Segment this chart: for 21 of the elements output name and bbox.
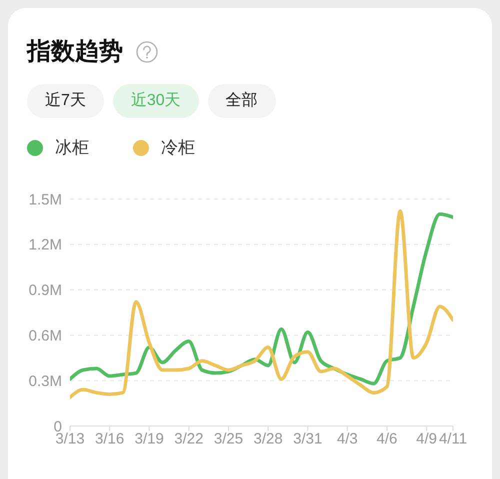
tab-button[interactable]: 近7天 (27, 84, 104, 118)
legend-label: 冷柜 (161, 137, 195, 159)
x-tick-label: 3/31 (293, 430, 322, 448)
y-tick-label: 1.2M (28, 236, 62, 254)
x-tick-label: 3/22 (174, 430, 204, 448)
legend-label: 冰柜 (55, 137, 89, 159)
x-tick-label: 3/28 (254, 430, 283, 448)
x-tick-label: 3/13 (55, 430, 85, 448)
y-tick-label: 1.5M (28, 191, 62, 208)
y-tick-label: 0.6M (28, 328, 62, 345)
x-tick-label: 4/9 (416, 430, 438, 448)
y-tick-label: 0.9M (28, 282, 62, 300)
x-tick-label: 4/3 (336, 430, 358, 448)
x-tick-label: 4/11 (438, 430, 468, 448)
y-tick-label: 0.3M (28, 372, 62, 390)
chart-title: 指数趋势 (27, 37, 123, 67)
x-tick-label: 3/25 (214, 430, 244, 448)
x-tick-label: 3/16 (95, 430, 124, 448)
tab-button[interactable]: 全部 (208, 84, 276, 118)
x-tick-label: 4/6 (376, 430, 398, 448)
x-tick-label: 3/19 (134, 430, 164, 448)
